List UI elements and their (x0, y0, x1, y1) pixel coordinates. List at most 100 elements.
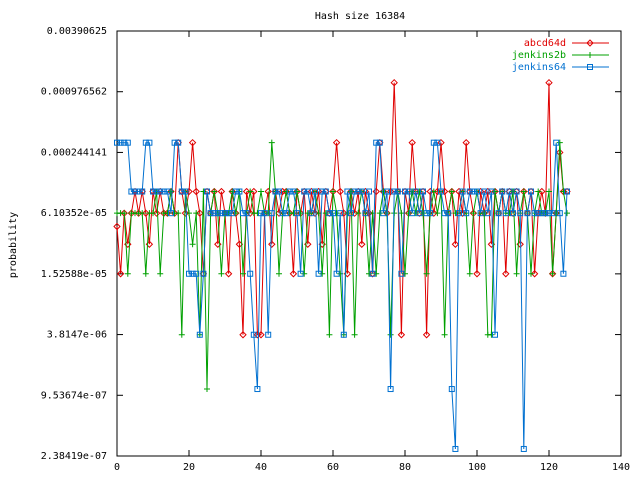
data-point-abcd64d (502, 270, 510, 278)
legend-marker (587, 64, 593, 70)
data-point-jenkins2b (232, 210, 239, 217)
data-point-jenkins64 (315, 270, 322, 277)
data-point-jenkins64 (405, 188, 412, 195)
data-point-jenkins2b (290, 210, 297, 217)
legend-marker (587, 52, 593, 58)
data-point-jenkins2b (535, 188, 542, 195)
data-point-jenkins2b (520, 188, 527, 195)
data-point-jenkins64 (250, 331, 257, 338)
data-point-jenkins64 (207, 210, 214, 217)
y-axis-label: probability (8, 212, 19, 278)
data-point-jenkins2b (513, 270, 520, 277)
data-point-jenkins64 (427, 210, 434, 217)
data-point-jenkins64 (211, 210, 218, 217)
plot-frame (116, 30, 622, 457)
data-point-jenkins2b (420, 210, 426, 217)
data-point-jenkins64 (308, 210, 315, 217)
data-point-jenkins64 (146, 139, 153, 146)
data-point-abcd64d (307, 187, 316, 196)
data-point-jenkins64 (351, 188, 358, 195)
data-point-abcd64d (239, 331, 247, 339)
data-point-jenkins64 (340, 331, 347, 338)
data-point-jenkins64 (168, 210, 174, 217)
data-point-abcd64d (422, 331, 431, 339)
data-point-abcd64d (408, 138, 416, 147)
data-point-jenkins2b (488, 331, 495, 338)
data-point-jenkins2b (240, 270, 246, 277)
data-point-jenkins64 (258, 210, 264, 217)
data-point-jenkins64 (229, 210, 236, 217)
data-point-jenkins64 (416, 210, 423, 217)
data-point-jenkins64 (240, 210, 246, 217)
data-point-jenkins2b (322, 210, 329, 217)
data-point-jenkins64 (196, 331, 203, 338)
legend-label: jenkins2b (512, 50, 566, 61)
data-point-jenkins64 (232, 188, 239, 195)
data-point-jenkins64 (175, 139, 182, 146)
data-point-jenkins64 (466, 188, 473, 195)
data-point-jenkins64 (564, 188, 570, 195)
series-line-jenkins2b (117, 142, 568, 390)
data-point-jenkins64 (160, 188, 167, 195)
data-point-jenkins64 (358, 188, 365, 195)
data-point-abcd64d (462, 138, 470, 147)
data-point-abcd64d (476, 187, 485, 196)
legend-label: abcd64d (524, 38, 566, 49)
data-point-jenkins64 (549, 210, 556, 217)
data-point-abcd64d (192, 187, 200, 196)
data-point-jenkins2b (178, 331, 185, 338)
data-point-abcd64d (336, 187, 344, 196)
data-point-jenkins64 (387, 386, 394, 393)
x-tick-label: 20 (183, 462, 195, 473)
data-point-abcd64d (473, 270, 481, 278)
data-point-jenkins64 (488, 188, 495, 195)
data-point-abcd64d (332, 138, 341, 147)
data-point-abcd64d (556, 148, 564, 157)
data-point-jenkins64 (132, 188, 138, 195)
data-point-jenkins2b (319, 270, 326, 277)
data-point-jenkins64 (535, 210, 542, 217)
data-point-jenkins2b (506, 210, 513, 217)
data-point-jenkins64 (150, 188, 156, 195)
x-tick-label: 40 (255, 462, 267, 473)
data-point-jenkins64 (272, 188, 279, 195)
data-point-jenkins2b (218, 270, 225, 277)
data-point-jenkins64 (348, 210, 354, 217)
data-point-jenkins64 (204, 188, 210, 195)
data-point-jenkins64 (546, 210, 552, 217)
data-point-jenkins64 (506, 188, 513, 195)
data-point-jenkins64 (366, 188, 372, 195)
data-point-jenkins64 (520, 445, 527, 452)
data-point-jenkins64 (214, 210, 221, 217)
data-point-abcd64d (545, 78, 553, 87)
data-point-abcd64d (113, 222, 121, 231)
data-point-jenkins64 (402, 188, 408, 195)
y-tick-label: 3.8147e-06 (47, 330, 107, 341)
data-point-jenkins64 (513, 188, 520, 195)
data-point-abcd64d (188, 138, 197, 147)
data-point-abcd64d (196, 209, 204, 217)
series-line-abcd64d (116, 82, 567, 336)
data-point-jenkins64 (139, 188, 146, 195)
data-point-jenkins2b (268, 139, 275, 146)
y-tick-label: 1.52588e-05 (41, 269, 107, 280)
data-point-jenkins64 (286, 188, 293, 195)
data-point-abcd64d (530, 270, 539, 278)
data-point-jenkins2b (376, 210, 383, 217)
data-point-jenkins64 (355, 188, 362, 195)
data-point-jenkins64 (153, 188, 160, 195)
data-point-jenkins64 (114, 139, 120, 146)
data-point-jenkins64 (128, 188, 135, 195)
data-point-jenkins64 (423, 210, 430, 217)
data-point-abcd64d (340, 209, 348, 217)
data-point-jenkins2b (409, 188, 416, 195)
data-point-jenkins64 (369, 270, 376, 277)
data-point-jenkins64 (391, 188, 398, 195)
data-point-jenkins64 (322, 188, 329, 195)
data-point-jenkins64 (312, 188, 318, 195)
x-tick-label: 0 (114, 462, 120, 473)
data-point-abcd64d (484, 187, 492, 196)
data-point-jenkins2b (276, 270, 282, 277)
data-point-jenkins2b (150, 210, 156, 217)
data-point-jenkins2b (510, 188, 516, 195)
